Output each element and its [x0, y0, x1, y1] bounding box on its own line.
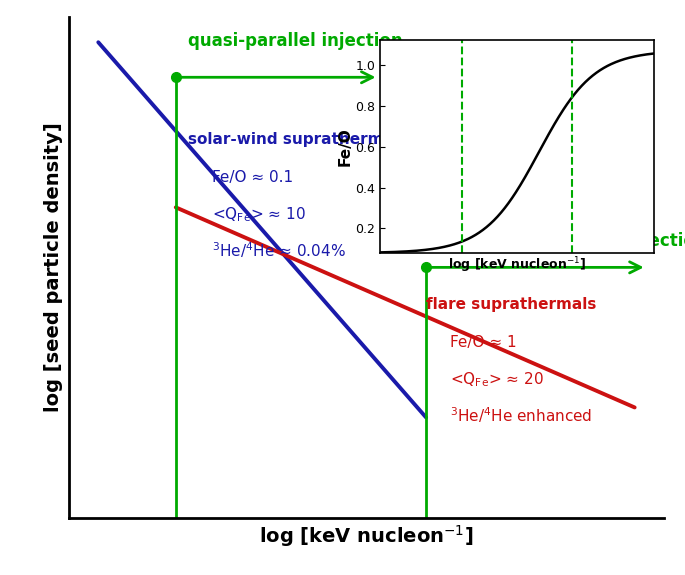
X-axis label: log [keV nucleon$^{-1}$]: log [keV nucleon$^{-1}$]	[448, 256, 586, 275]
Text: solar-wind suprathermals: solar-wind suprathermals	[188, 132, 408, 147]
Y-axis label: Fe/O: Fe/O	[338, 127, 353, 166]
Text: flare suprathermals: flare suprathermals	[426, 297, 597, 312]
Text: <Q$_{\rm Fe}$> ≈ 20: <Q$_{\rm Fe}$> ≈ 20	[450, 370, 544, 389]
Y-axis label: log [seed particle density]: log [seed particle density]	[44, 122, 63, 412]
Text: quasi-perpendicular injection: quasi-perpendicular injection	[432, 232, 685, 250]
Text: $^{3}$He/$^{4}$He ≈ 0.04%: $^{3}$He/$^{4}$He ≈ 0.04%	[212, 240, 345, 259]
Text: Fe/O ≈ 0.1: Fe/O ≈ 0.1	[212, 170, 292, 185]
Text: Fe/O ≈ 1: Fe/O ≈ 1	[450, 335, 516, 350]
Text: $^{3}$He/$^{4}$He enhanced: $^{3}$He/$^{4}$He enhanced	[450, 405, 593, 425]
Text: quasi-parallel injection: quasi-parallel injection	[188, 32, 402, 50]
X-axis label: log [keV nucleon$^{-1}$]: log [keV nucleon$^{-1}$]	[259, 523, 474, 549]
Text: <Q$_{\rm Fe}$> ≈ 10: <Q$_{\rm Fe}$> ≈ 10	[212, 205, 306, 224]
